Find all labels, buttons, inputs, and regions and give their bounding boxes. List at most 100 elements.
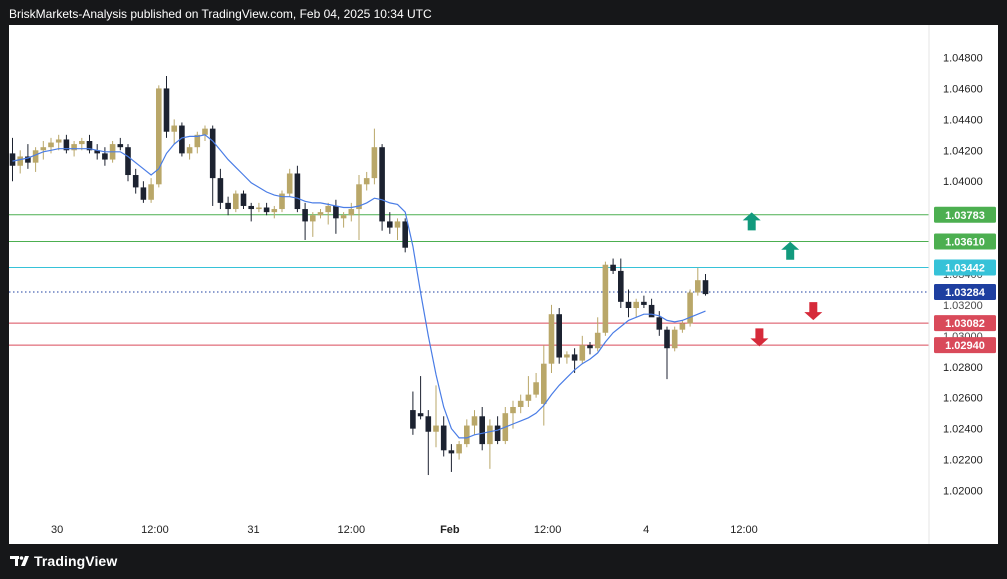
level-price-badge: [934, 206, 996, 223]
candle: [456, 441, 462, 460]
footer: TradingView: [10, 552, 117, 570]
candle-body: [248, 205, 254, 210]
candle: [194, 131, 201, 154]
candle-body: [556, 314, 562, 358]
candle-body: [271, 209, 278, 213]
candle: [356, 175, 362, 240]
candle: [102, 147, 108, 166]
candle: [487, 419, 493, 469]
candle: [533, 372, 539, 398]
candle-body: [209, 128, 216, 179]
candle: [525, 376, 532, 407]
candle-body: [55, 139, 62, 143]
candle-body: [487, 425, 493, 445]
time-tick-label: Feb: [440, 524, 460, 536]
candle: [271, 205, 278, 219]
candle: [664, 326, 670, 380]
candle-body: [664, 329, 670, 349]
price-tick-label: 1.04400: [943, 114, 983, 126]
candle-body: [656, 317, 663, 330]
candle: [186, 144, 193, 160]
candle-body: [317, 212, 324, 216]
candle: [140, 181, 147, 203]
price-tick-label: 1.04600: [943, 83, 983, 95]
candle: [402, 218, 408, 253]
candle-body: [325, 205, 331, 213]
candle: [217, 168, 224, 210]
time-tick-label: 4: [643, 524, 649, 536]
price-tick-label: 1.02600: [943, 393, 983, 405]
candle: [594, 317, 601, 352]
level-price-label: 1.03783: [934, 206, 996, 223]
candle-body: [702, 280, 709, 295]
candle-body: [102, 153, 108, 160]
candle: [433, 385, 439, 448]
candle-body: [679, 323, 686, 330]
candle: [240, 190, 247, 210]
footer-brand: TradingView: [34, 553, 118, 569]
candle-body: [302, 209, 308, 222]
candle: [171, 119, 177, 145]
candle-body: [140, 187, 147, 200]
level-price-label: 1.03284: [934, 283, 996, 300]
candle-body: [602, 264, 609, 333]
candle-body: [63, 139, 70, 151]
candle-body: [464, 425, 470, 445]
candle: [132, 168, 139, 194]
candle-body: [125, 147, 131, 176]
candle: [479, 406, 485, 451]
candle: [602, 261, 609, 336]
candle-body: [517, 400, 524, 407]
candle-body: [402, 221, 408, 248]
candle-body: [610, 264, 616, 271]
candle: [379, 144, 385, 231]
candle-body: [618, 270, 624, 302]
candle-body: [217, 178, 224, 203]
candle-body: [410, 410, 416, 429]
candle: [641, 295, 647, 309]
candle: [464, 419, 470, 448]
candle: [541, 345, 547, 426]
candle: [548, 304, 555, 373]
candle-body: [648, 304, 655, 318]
candle: [117, 137, 124, 151]
candle-body: [240, 193, 247, 206]
candle: [9, 137, 16, 182]
candle: [695, 267, 701, 296]
candle-body: [641, 301, 647, 305]
candle-body: [433, 425, 439, 432]
level-price-badge: [934, 259, 996, 276]
candle-body: [625, 301, 632, 309]
level-price-text: 1.03442: [945, 263, 985, 275]
candle: [517, 394, 524, 414]
level-price-label: 1.03442: [934, 259, 996, 276]
candle: [279, 190, 285, 213]
candle-body: [594, 332, 601, 349]
level-price-text: 1.03783: [945, 210, 985, 222]
candle: [587, 342, 593, 355]
candle: [325, 202, 331, 225]
candle-body: [48, 142, 54, 148]
candle: [625, 289, 632, 318]
candle: [248, 202, 254, 222]
candle-body: [132, 175, 139, 188]
candle-body: [425, 416, 432, 432]
candle-body: [533, 382, 539, 395]
price-tick-label: 1.02800: [943, 362, 983, 374]
candle-body: [363, 178, 370, 185]
candle: [179, 122, 185, 157]
candle-body: [194, 134, 201, 148]
candle: [302, 202, 308, 240]
price-tick-label: 1.02000: [943, 486, 983, 498]
candle-body: [333, 205, 339, 219]
candle-body: [71, 144, 77, 151]
time-tick-label: 30: [51, 524, 63, 536]
down-arrow-icon: [804, 302, 823, 321]
down-arrow-icon: [750, 328, 769, 347]
candle-body: [587, 345, 593, 349]
candle-body: [356, 184, 362, 210]
level-price-label: 1.02940: [934, 337, 996, 354]
candle: [55, 134, 62, 151]
